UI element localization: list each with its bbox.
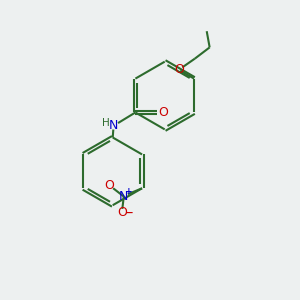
Text: +: + xyxy=(125,187,133,196)
Text: O: O xyxy=(105,179,115,192)
Text: −: − xyxy=(124,208,133,218)
Text: N: N xyxy=(119,190,128,203)
Text: O: O xyxy=(174,63,184,76)
Text: H: H xyxy=(102,118,110,128)
Text: O: O xyxy=(117,206,127,219)
Text: N: N xyxy=(109,119,118,132)
Text: O: O xyxy=(158,106,168,119)
